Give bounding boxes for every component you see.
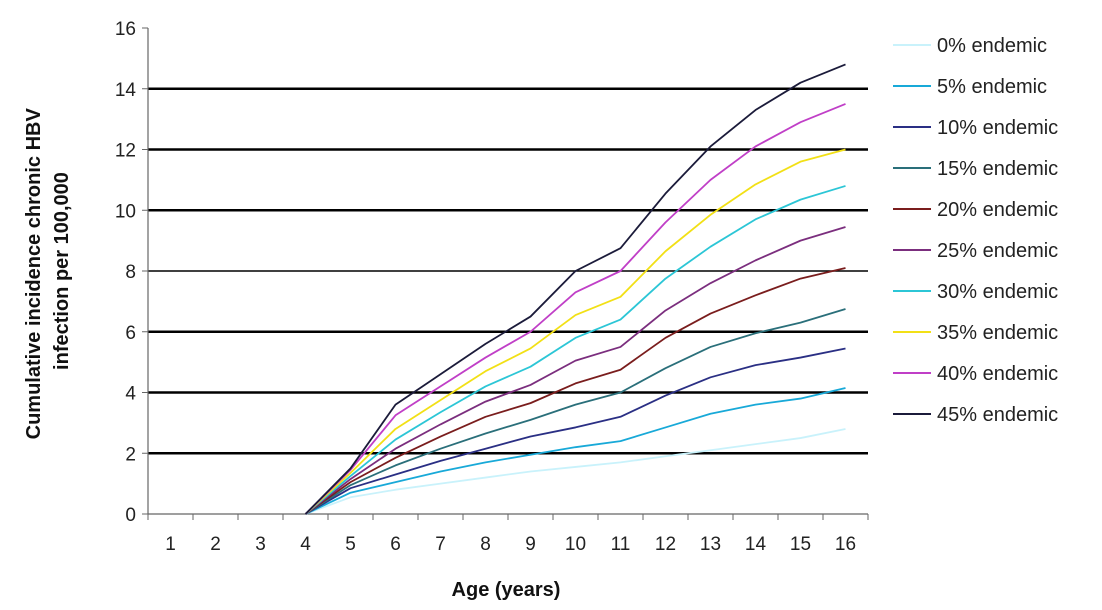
x-tick-label: 2 <box>210 534 221 555</box>
legend-label: 15% endemic <box>937 158 1058 180</box>
series-lines <box>304 63 846 515</box>
x-tick-label: 16 <box>835 534 856 555</box>
series-line-0-endemic <box>305 428 846 515</box>
y-tick-label: 16 <box>115 19 136 40</box>
y-axis-title-line-1: Cumulative incidence chronic HBV <box>23 108 45 440</box>
x-axis-title: Age (years) <box>452 579 561 601</box>
series-line-10-endemic <box>305 347 846 515</box>
series-line-30-endemic <box>304 185 846 515</box>
series-line-5-endemic <box>305 387 846 515</box>
x-tick-label: 6 <box>390 534 401 555</box>
legend-label: 35% endemic <box>937 322 1058 344</box>
x-tick-label: 13 <box>700 534 721 555</box>
series-line-25-endemic <box>304 226 846 515</box>
y-tick-label: 6 <box>125 323 136 344</box>
legend-label: 40% endemic <box>937 363 1058 385</box>
y-tick-label: 14 <box>115 80 137 101</box>
y-tick-label: 2 <box>125 444 136 465</box>
legend-label: 5% endemic <box>937 76 1047 98</box>
x-tick-label: 11 <box>611 534 631 555</box>
legend-label: 45% endemic <box>937 404 1058 426</box>
y-tick-label: 4 <box>125 384 136 405</box>
x-tick-label: 3 <box>255 534 266 555</box>
y-tick-label: 8 <box>125 262 136 283</box>
x-tick-label: 15 <box>790 534 811 555</box>
legend-label: 20% endemic <box>937 199 1058 221</box>
series-line-15-endemic <box>305 308 846 515</box>
x-axis-ticks: 1 2 3 4 5 6 7 8 9 10 11 12 13 14 15 16 <box>147 514 869 555</box>
gridlines <box>148 87 868 455</box>
x-tick-label: 8 <box>480 534 491 555</box>
series-line-45-endemic <box>304 63 846 515</box>
x-tick-label: 10 <box>565 534 586 555</box>
x-tick-label: 7 <box>435 534 446 555</box>
y-axis-ticks: 0 2 4 6 8 10 12 14 16 <box>115 19 148 526</box>
x-tick-label: 5 <box>345 534 356 555</box>
y-tick-label: 0 <box>125 505 136 526</box>
series-line-35-endemic <box>304 148 846 515</box>
legend-label: 30% endemic <box>937 281 1058 303</box>
x-tick-label: 14 <box>745 534 767 555</box>
legend-label: 10% endemic <box>937 117 1058 139</box>
legend-label: 0% endemic <box>937 35 1047 57</box>
legend: 0% endemic 5% endemic 10% endemic 15% endem… <box>893 35 1058 426</box>
y-axis-title-line-2: infection per 100,000 <box>51 172 73 370</box>
x-tick-label: 4 <box>300 534 311 555</box>
y-tick-label: 12 <box>115 141 136 162</box>
x-tick-label: 9 <box>525 534 536 555</box>
x-tick-label: 1 <box>165 534 176 555</box>
y-tick-label: 10 <box>115 201 136 222</box>
series-line-40-endemic <box>304 103 846 515</box>
series-line-20-endemic <box>304 267 846 515</box>
x-tick-label: 12 <box>655 534 676 555</box>
legend-label: 25% endemic <box>937 240 1058 262</box>
y-axis-title: Cumulative incidence chronic HBV infecti… <box>23 103 73 440</box>
